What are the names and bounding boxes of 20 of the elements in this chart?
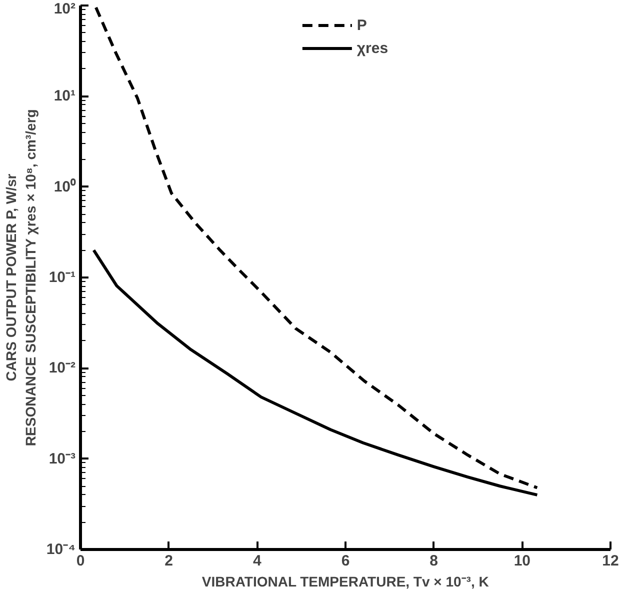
y-tick-label: 10⁻²: [48, 360, 76, 377]
x-tick-label: 0: [76, 552, 85, 570]
x-tick-label: 12: [602, 552, 619, 570]
line-series: [94, 6, 539, 490]
x-tick-label: 6: [341, 552, 350, 570]
x-tick-label: 2: [164, 552, 174, 570]
y-tick-label: 10⁻¹: [48, 269, 76, 286]
y-tick-label: 10⁻³: [48, 450, 76, 468]
y-axis-title: CARS OUTPUT POWER P, W/sr RESONANCE SUSCEPTIBILITY χres × 10⁸, cm³/erg: [3, 109, 38, 446]
x-tick-label: 4: [252, 552, 262, 570]
y-tick-label: 10⁻⁴: [46, 541, 76, 558]
legend-label: P: [356, 16, 368, 34]
x-tick-label: 8: [430, 552, 438, 570]
line-series: [92, 248, 539, 496]
x-axis-title: VIBRATIONAL TEMPERATURE, Tv × 10⁻³, K: [202, 574, 489, 590]
y-tick-label: 10⁰: [54, 177, 76, 196]
y-tick-label: 10²: [54, 0, 76, 18]
x-tick-label: 10: [514, 552, 531, 570]
y-tick-label: 10¹: [54, 88, 76, 105]
legend-label: χres: [356, 40, 388, 56]
